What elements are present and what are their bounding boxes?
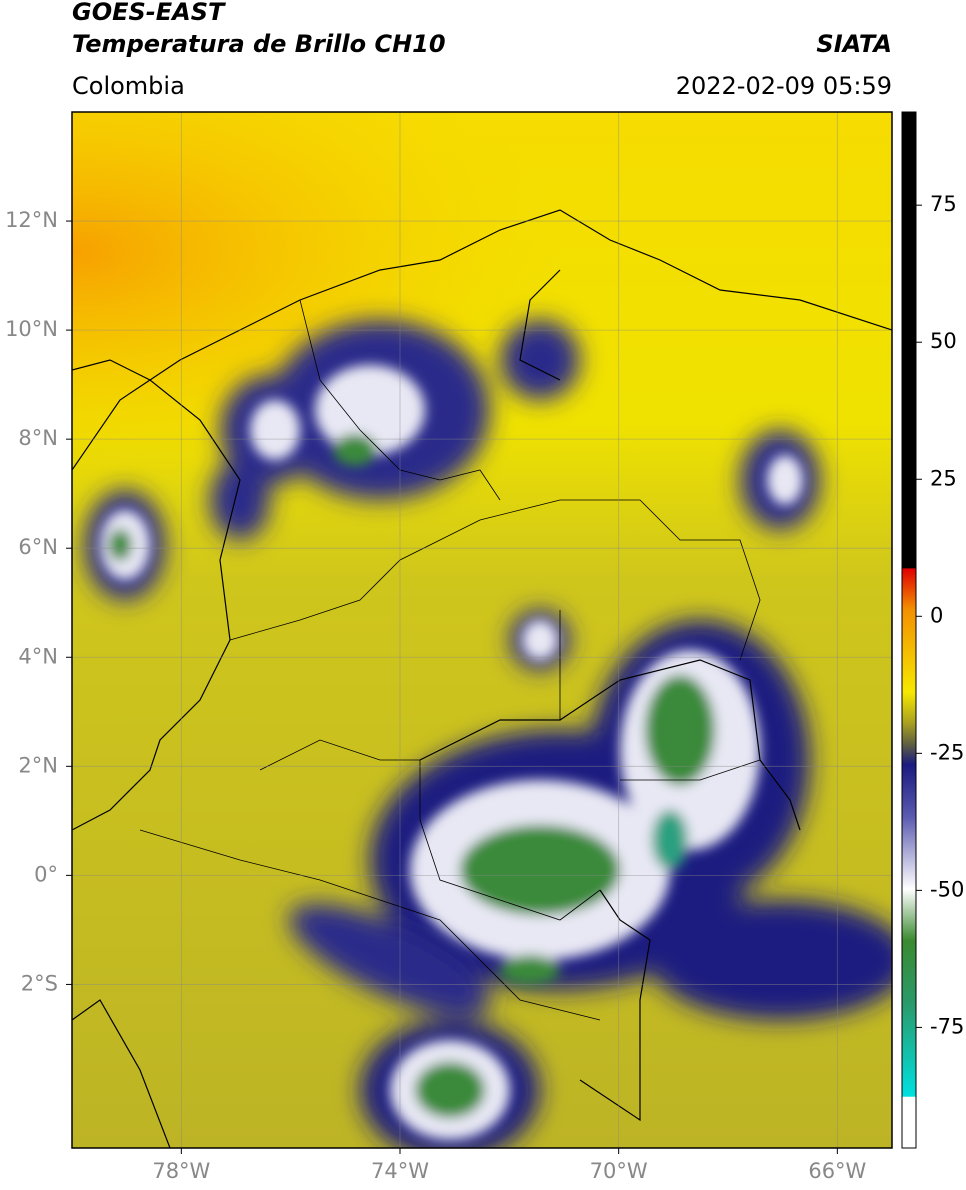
source: SIATA (816, 30, 892, 58)
colorbar (901, 111, 917, 1149)
lat-label: 12°N (5, 208, 58, 232)
colorbar-label: 50 (930, 329, 957, 353)
colorbar-label: 0 (930, 603, 943, 627)
timestamp: 2022-02-09 05:59 (676, 72, 892, 100)
colorbar-label: -25 (930, 740, 964, 764)
lat-label: 2°N (18, 753, 58, 777)
lat-label: 2°S (21, 971, 58, 995)
title: GOES-EAST (72, 0, 226, 26)
region: Colombia (72, 72, 185, 100)
colorbar-label: -50 (930, 877, 964, 901)
lat-label: 4°N (18, 644, 58, 668)
lon-label: 74°W (371, 1159, 429, 1183)
satellite-image (72, 112, 892, 1148)
colorbar-label: 75 (930, 192, 957, 216)
lat-label: 10°N (5, 317, 58, 341)
colorbar-label: -75 (930, 1014, 964, 1038)
lat-label: 6°N (18, 535, 58, 559)
lon-label: 66°W (808, 1159, 866, 1183)
graticule (72, 112, 892, 1148)
lat-label: 8°N (18, 426, 58, 450)
subtitle: Temperatura de Brillo CH10 (72, 30, 446, 58)
lat-label: 0° (34, 862, 58, 886)
colorbar-label: 25 (930, 466, 957, 490)
lon-label: 78°W (152, 1159, 210, 1183)
lon-label: 70°W (590, 1159, 648, 1183)
map-frame (71, 111, 893, 1149)
